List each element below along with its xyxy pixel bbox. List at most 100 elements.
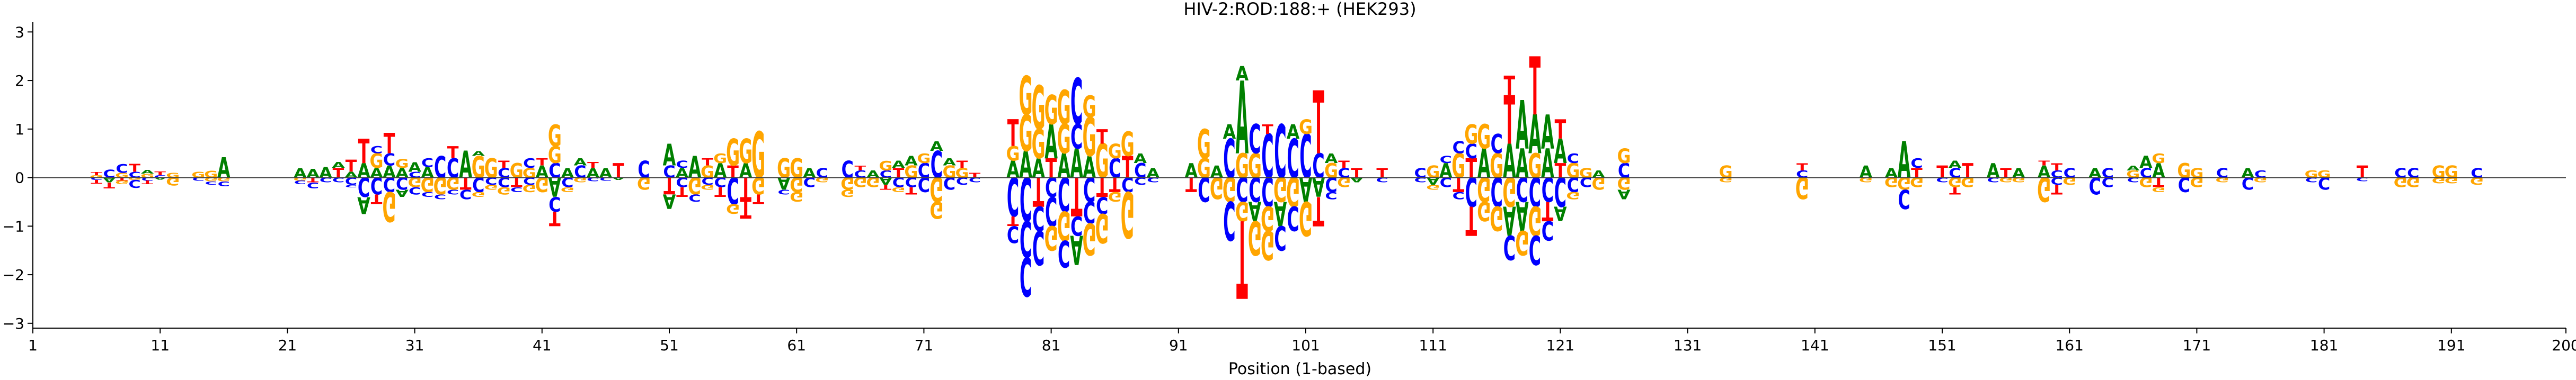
logo-letter-G: G [140, 173, 154, 179]
logo-letter-A: A [1249, 195, 1262, 227]
logo-letter-A: A [383, 163, 396, 182]
logo-letter-A: A [1541, 140, 1554, 187]
logo-letter-G: G [2062, 175, 2076, 187]
logo-letter-G: G [790, 189, 803, 205]
x-tick-label: 1 [28, 337, 38, 354]
logo-letter-C: C [1032, 198, 1044, 237]
y-tick-label: −3 [3, 315, 24, 332]
y-tick-label: −2 [3, 266, 24, 284]
x-tick-label: 71 [915, 337, 934, 354]
logo-letter-T: T [1007, 213, 1019, 229]
logo-letter-G: G [2432, 176, 2446, 185]
logo-letter-G: G [2445, 176, 2458, 185]
logo-letter-C: C [1261, 168, 1273, 215]
logo-letter-C: C [141, 177, 154, 182]
logo-letter-A: A [395, 165, 409, 181]
logo-letter-C: C [2216, 165, 2228, 181]
logo-letter-G: G [955, 165, 969, 181]
logo-letter-G: G [370, 150, 384, 173]
logo-letter-T: T [1096, 126, 1108, 149]
logo-letter-T: T [116, 177, 128, 182]
logo-letter-A: A [688, 150, 702, 185]
x-tick-label: 200 [2552, 337, 2576, 354]
logo-letter-T: T [549, 206, 561, 229]
logo-letter-C: C [1325, 189, 1337, 201]
logo-letter-T: T [511, 174, 523, 190]
logo-letter-A: A [1185, 160, 1198, 183]
logo-letter-T: T [371, 192, 383, 207]
logo-letter-A: A [217, 152, 231, 185]
logo-letter-T: T [1007, 112, 1019, 155]
logo-letter-G: G [1591, 174, 1605, 193]
logo-letter-C: C [1312, 147, 1324, 186]
logo-letter-T: T [740, 196, 751, 223]
logo-letter-G: G [1617, 174, 1631, 193]
logo-letter-A: A [2152, 160, 2165, 183]
logo-letter-T: T [1453, 173, 1464, 195]
logo-letter-A: A [1019, 143, 1032, 186]
logo-letter-G: G [1961, 174, 1975, 190]
logo-letter-C: C [778, 188, 790, 196]
logo-letter-C: C [1083, 195, 1095, 230]
logo-letter-G: G [751, 119, 765, 193]
logo-letter-G: G [1197, 121, 1211, 168]
logo-letter-A: A [1134, 150, 1147, 166]
logo-letter-A: A [2241, 165, 2254, 181]
logo-letter-C: C [1007, 220, 1019, 248]
logo-letter-C: C [1121, 173, 1134, 195]
logo-letter-G: G [1019, 105, 1033, 163]
logo-letter-T: T [1376, 165, 1388, 181]
logo-letter-T: T [1911, 165, 1923, 181]
logo-letter-A: A [1617, 186, 1631, 202]
x-tick-label: 121 [1546, 337, 1574, 354]
logo-letter-C: C [370, 171, 383, 199]
logo-letter-G: G [1617, 146, 1631, 168]
logo-letter-A: A [141, 169, 155, 175]
logo-letter-G: G [1490, 198, 1503, 237]
logo-letter-G: G [739, 132, 753, 171]
logo-letter-C: C [421, 191, 433, 198]
logo-letter-C: C [2318, 174, 2330, 193]
logo-letter-C: C [307, 180, 319, 190]
logo-letter-T: T [1122, 150, 1134, 185]
logo-letter-A: A [1147, 165, 1160, 181]
logo-letter-G: G [1884, 174, 1898, 190]
logo-letter-T: T [154, 170, 166, 177]
logo-letter-C: C [218, 180, 230, 188]
logo-letter-G: G [2152, 186, 2165, 194]
logo-letter-A: A [1274, 194, 1287, 232]
logo-letter-G: G [1566, 189, 1580, 201]
logo-letter-T: T [129, 162, 140, 174]
logo-letter-A: A [1477, 140, 1491, 187]
logo-letter-C: C [1070, 66, 1083, 139]
logo-letter-C: C [434, 193, 446, 201]
logo-letter-A: A [2012, 165, 2025, 181]
logo-letter-A: A [663, 189, 676, 212]
logo-letter-T: T [714, 184, 726, 200]
logo-letter-G: G [1083, 213, 1096, 264]
logo-letter-C: C [1516, 169, 1528, 208]
logo-letter-G: G [866, 174, 880, 190]
logo-letter-G: G [1426, 163, 1440, 182]
logo-letter-A: A [1516, 87, 1529, 165]
logo-letter-C: C [345, 184, 357, 188]
logo-letter-G: G [1299, 191, 1313, 245]
logo-letter-C: C [358, 171, 370, 203]
logo-letter-T: T [1033, 168, 1044, 215]
logo-letter-C: C [1465, 140, 1477, 163]
logo-letter-A: A [1032, 153, 1045, 184]
logo-letter-T: T [676, 184, 688, 200]
logo-letter-G: G [2037, 169, 2051, 208]
logo-letter-G: G [1044, 218, 1058, 257]
logo-letter-G: G [1451, 147, 1465, 186]
logo-letter-C: C [370, 144, 383, 156]
logo-letter-A: A [1860, 163, 1873, 182]
logo-letter-A: A [1554, 202, 1567, 224]
logo-letter-T: T [1542, 195, 1554, 227]
logo-letter-G: G [1121, 177, 1135, 250]
logo-letter-A: A [943, 157, 957, 168]
logo-letter-G: G [115, 179, 129, 186]
logo-letter-G: G [637, 174, 651, 193]
